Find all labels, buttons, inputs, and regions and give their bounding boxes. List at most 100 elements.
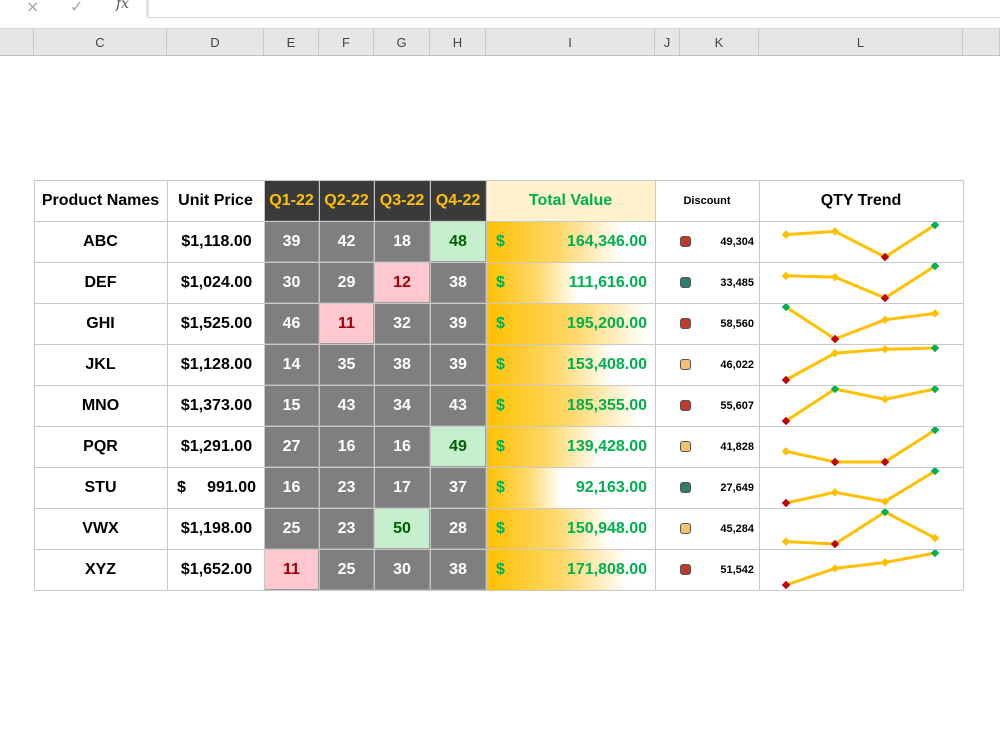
quarter-qty-cell[interactable]: 16 <box>374 426 430 467</box>
qty-trend-cell[interactable] <box>759 508 963 549</box>
product-name-cell[interactable]: DEF <box>34 262 167 303</box>
column-header-k[interactable]: K <box>680 29 759 55</box>
header-quarter-4[interactable]: Q4-22 <box>430 180 486 221</box>
column-header-e[interactable]: E <box>264 29 319 55</box>
qty-trend-cell[interactable] <box>759 221 963 262</box>
product-name-cell[interactable]: STU <box>34 467 167 508</box>
column-header-j[interactable]: J <box>655 29 680 55</box>
column-header-partial[interactable] <box>0 29 34 55</box>
quarter-qty-cell[interactable]: 25 <box>264 508 319 549</box>
qty-trend-cell[interactable] <box>759 262 963 303</box>
column-header-c[interactable]: C <box>34 29 167 55</box>
discount-cell[interactable]: 49,304 <box>655 221 759 262</box>
qty-trend-cell[interactable] <box>759 303 963 344</box>
quarter-qty-cell[interactable]: 18 <box>374 221 430 262</box>
unit-price-cell[interactable]: $1,652.00 <box>167 549 264 590</box>
product-name-cell[interactable]: ABC <box>34 221 167 262</box>
quarter-qty-cell[interactable]: 42 <box>319 221 374 262</box>
quarter-qty-cell[interactable]: 43 <box>430 385 486 426</box>
quarter-qty-cell[interactable]: 30 <box>374 549 430 590</box>
quarter-qty-cell[interactable]: 11 <box>319 303 374 344</box>
quarter-qty-cell[interactable]: 37 <box>430 467 486 508</box>
unit-price-cell[interactable]: $1,373.00 <box>167 385 264 426</box>
quarter-qty-cell[interactable]: 16 <box>264 467 319 508</box>
total-value-cell[interactable]: $150,948.00 <box>486 508 655 549</box>
quarter-qty-cell[interactable]: 35 <box>319 344 374 385</box>
unit-price-cell[interactable]: $1,118.00 <box>167 221 264 262</box>
unit-price-cell[interactable]: $1,525.00 <box>167 303 264 344</box>
quarter-qty-cell[interactable]: 23 <box>319 467 374 508</box>
discount-cell[interactable]: 58,560 <box>655 303 759 344</box>
header-quarter-1[interactable]: Q1-22 <box>264 180 319 221</box>
quarter-qty-cell[interactable]: 38 <box>430 262 486 303</box>
quarter-qty-cell[interactable]: 30 <box>264 262 319 303</box>
discount-cell[interactable]: 51,542 <box>655 549 759 590</box>
column-header-h[interactable]: H <box>430 29 486 55</box>
header-product-names[interactable]: Product Names <box>34 180 167 221</box>
header-quarter-3[interactable]: Q3-22 <box>374 180 430 221</box>
qty-trend-cell[interactable] <box>759 467 963 508</box>
discount-cell[interactable]: 41,828 <box>655 426 759 467</box>
enter-icon[interactable]: ✓ <box>70 0 84 16</box>
qty-trend-cell[interactable] <box>759 549 963 590</box>
quarter-qty-cell[interactable]: 29 <box>319 262 374 303</box>
formula-input[interactable] <box>149 0 1000 18</box>
quarter-qty-cell[interactable]: 34 <box>374 385 430 426</box>
discount-cell[interactable]: 27,649 <box>655 467 759 508</box>
column-header-partial[interactable] <box>963 29 1000 55</box>
quarter-qty-cell[interactable]: 27 <box>264 426 319 467</box>
quarter-qty-cell[interactable]: 11 <box>264 549 319 590</box>
quarter-qty-cell[interactable]: 12 <box>374 262 430 303</box>
discount-cell[interactable]: 45,284 <box>655 508 759 549</box>
quarter-qty-cell[interactable]: 39 <box>264 221 319 262</box>
unit-price-cell[interactable]: $1,024.00 <box>167 262 264 303</box>
insert-function-icon[interactable]: fx <box>116 0 130 12</box>
unit-price-cell[interactable]: $1,198.00 <box>167 508 264 549</box>
total-value-cell[interactable]: $185,355.00 <box>486 385 655 426</box>
unit-price-cell[interactable]: $991.00 <box>167 467 264 508</box>
total-value-cell[interactable]: $139,428.00 <box>486 426 655 467</box>
qty-trend-cell[interactable] <box>759 344 963 385</box>
total-value-cell[interactable]: $171,808.00 <box>486 549 655 590</box>
quarter-qty-cell[interactable]: 39 <box>430 344 486 385</box>
qty-trend-cell[interactable] <box>759 385 963 426</box>
quarter-qty-cell[interactable]: 43 <box>319 385 374 426</box>
quarter-qty-cell[interactable]: 25 <box>319 549 374 590</box>
header-discount[interactable]: Discount <box>655 180 759 221</box>
header-qty-trend[interactable]: QTY Trend <box>759 180 963 221</box>
unit-price-cell[interactable]: $1,291.00 <box>167 426 264 467</box>
quarter-qty-cell[interactable]: 23 <box>319 508 374 549</box>
quarter-qty-cell[interactable]: 49 <box>430 426 486 467</box>
unit-price-cell[interactable]: $1,128.00 <box>167 344 264 385</box>
header-total-value[interactable]: Total Value <box>486 180 655 221</box>
header-quarter-2[interactable]: Q2-22 <box>319 180 374 221</box>
column-header-g[interactable]: G <box>374 29 430 55</box>
product-name-cell[interactable]: XYZ <box>34 549 167 590</box>
discount-cell[interactable]: 55,607 <box>655 385 759 426</box>
header-unit-price[interactable]: Unit Price <box>167 180 264 221</box>
total-value-cell[interactable]: $111,616.00 <box>486 262 655 303</box>
quarter-qty-cell[interactable]: 50 <box>374 508 430 549</box>
product-name-cell[interactable]: GHI <box>34 303 167 344</box>
qty-trend-cell[interactable] <box>759 426 963 467</box>
product-name-cell[interactable]: PQR <box>34 426 167 467</box>
quarter-qty-cell[interactable]: 48 <box>430 221 486 262</box>
discount-cell[interactable]: 46,022 <box>655 344 759 385</box>
column-header-i[interactable]: I <box>486 29 655 55</box>
quarter-qty-cell[interactable]: 15 <box>264 385 319 426</box>
quarter-qty-cell[interactable]: 17 <box>374 467 430 508</box>
column-header-f[interactable]: F <box>319 29 374 55</box>
column-header-l[interactable]: L <box>759 29 963 55</box>
quarter-qty-cell[interactable]: 14 <box>264 344 319 385</box>
total-value-cell[interactable]: $153,408.00 <box>486 344 655 385</box>
cancel-icon[interactable]: × <box>26 0 40 16</box>
column-header-d[interactable]: D <box>167 29 264 55</box>
discount-cell[interactable]: 33,485 <box>655 262 759 303</box>
quarter-qty-cell[interactable]: 16 <box>319 426 374 467</box>
quarter-qty-cell[interactable]: 38 <box>430 549 486 590</box>
quarter-qty-cell[interactable]: 32 <box>374 303 430 344</box>
product-name-cell[interactable]: MNO <box>34 385 167 426</box>
total-value-cell[interactable]: $164,346.00 <box>486 221 655 262</box>
product-name-cell[interactable]: JKL <box>34 344 167 385</box>
quarter-qty-cell[interactable]: 46 <box>264 303 319 344</box>
